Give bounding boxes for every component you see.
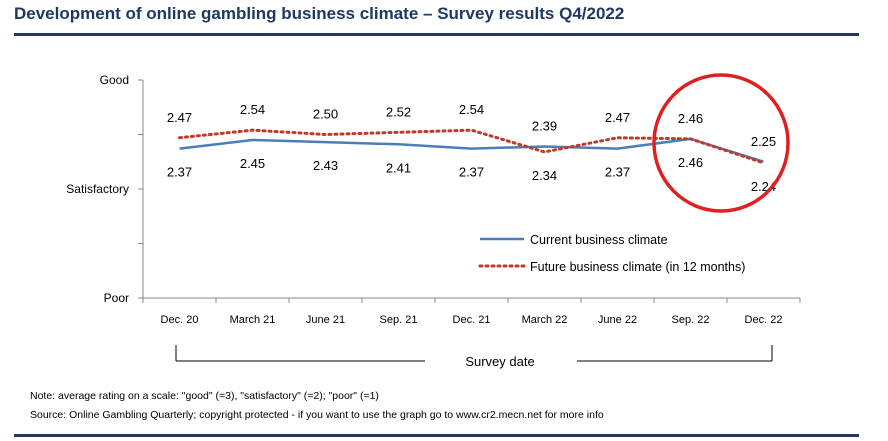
- legend-label-current: Current business climate: [530, 233, 668, 247]
- series-line-future: [178, 128, 765, 165]
- x-tick-label: March 21: [230, 314, 276, 326]
- highlight-circle: [652, 73, 790, 213]
- data-label-current: 2.43: [313, 158, 338, 173]
- data-label-current: 2.41: [386, 160, 411, 175]
- data-label-future: 2.34: [532, 168, 557, 183]
- data-label-future: 2.52: [386, 104, 411, 119]
- x-tick-label: June 21: [306, 314, 345, 326]
- footnote-source: Source: Online Gambling Quarterly; copyr…: [30, 409, 604, 421]
- y-tick-label: Satisfactory: [66, 182, 129, 196]
- data-label-future: 2.50: [313, 107, 338, 122]
- data-label-current: 2.46: [678, 155, 703, 170]
- x-tick-label: Sep. 22: [672, 314, 710, 326]
- data-label-future: 2.47: [605, 110, 630, 125]
- title-divider: [14, 33, 859, 36]
- data-label-future: 2.46: [678, 111, 703, 126]
- x-tick-labels: Dec. 20 March 21 June 21 Sep. 21 Dec. 21 Marc…: [161, 314, 783, 326]
- chart-title: Development of online gambling business …: [14, 4, 625, 23]
- line-chart: Good Satisfactory Poor Dec. 20 March 21 June…: [66, 73, 801, 369]
- y-tick-label: Poor: [104, 291, 129, 305]
- data-label-future: 2.54: [240, 102, 265, 117]
- data-label-current: 2.37: [459, 165, 484, 180]
- data-label-current: 2.25: [751, 134, 776, 149]
- data-label-current: 2.37: [167, 165, 192, 180]
- data-label-future: 2.47: [167, 110, 192, 125]
- bottom-divider: [14, 434, 859, 437]
- data-labels: 2.47 2.37 2.54 2.45 2.50 2.43 2.52 2.41 2.54 2.37…: [167, 102, 776, 194]
- x-axis-title: Survey date: [465, 354, 534, 369]
- data-label-current: 2.39: [532, 118, 557, 133]
- data-label-future: 2.54: [459, 102, 484, 117]
- x-tick-label: Sep. 21: [380, 314, 418, 326]
- chart-legend: Current business climate Future business …: [478, 233, 745, 274]
- x-tick-label: Dec. 22: [745, 314, 783, 326]
- chart-axes: [138, 79, 801, 303]
- series-line-current: [179, 137, 764, 163]
- x-tick-label: Dec. 21: [453, 314, 491, 326]
- annotations: [652, 73, 790, 213]
- data-label-current: 2.45: [240, 156, 265, 171]
- x-tick-label: June 22: [598, 314, 637, 326]
- x-tick-label: March 22: [522, 314, 568, 326]
- legend-label-future: Future business climate (in 12 months): [530, 260, 745, 274]
- data-label-current: 2.37: [605, 165, 630, 180]
- y-tick-labels: Good Satisfactory Poor: [66, 73, 129, 305]
- footnote-scale: Note: average rating on a scale: "good" …: [30, 390, 379, 402]
- chart-series: [178, 128, 765, 165]
- y-tick-label: Good: [100, 73, 129, 87]
- x-tick-label: Dec. 20: [161, 314, 199, 326]
- x-axis-title-group: Survey date: [175, 345, 773, 369]
